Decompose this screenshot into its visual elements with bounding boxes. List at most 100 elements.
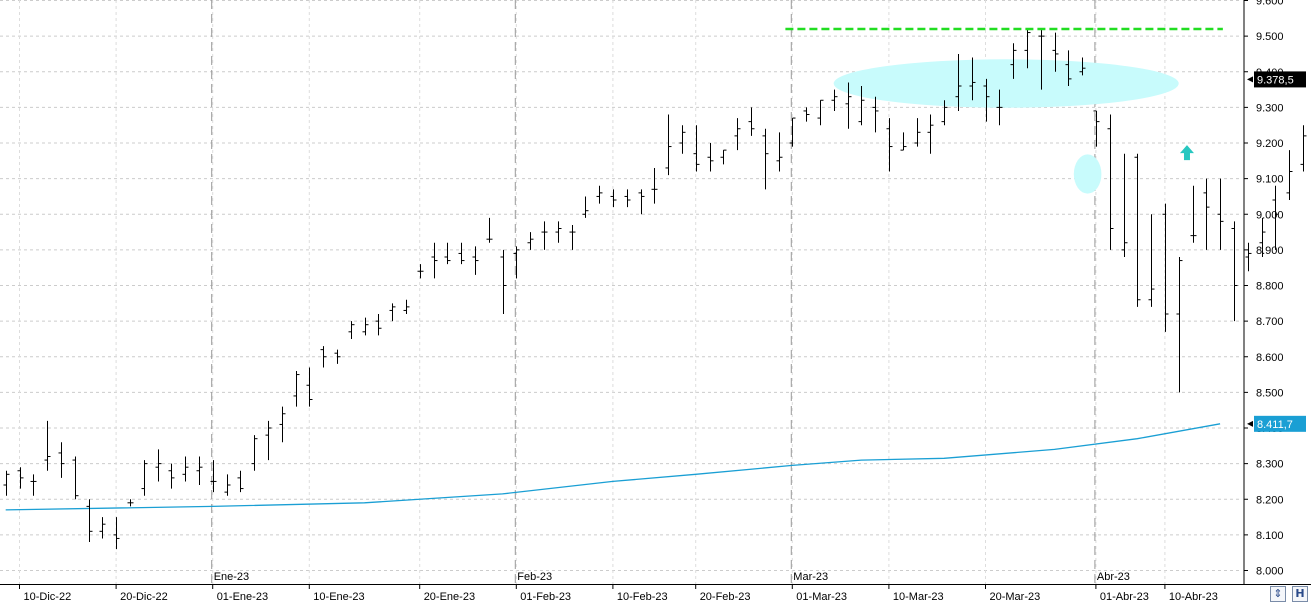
- price-bar: [996, 89, 1003, 126]
- price-bar: [224, 474, 231, 496]
- price-bar: [348, 321, 355, 339]
- price-bar: [113, 517, 120, 550]
- price-tag: 9.378,5: [1247, 71, 1306, 88]
- price-bar: [858, 86, 865, 126]
- price-bar: [86, 499, 93, 542]
- price-bar: [1259, 217, 1266, 257]
- y-tick-label: 8.900: [1256, 245, 1284, 257]
- price-bars: [3, 29, 1307, 550]
- price-tag-pointer: [1247, 76, 1253, 83]
- price-bar: [665, 114, 672, 176]
- price-bar: [720, 149, 727, 165]
- price-bar: [983, 78, 990, 122]
- price-bar: [182, 456, 189, 482]
- price-bar: [513, 246, 520, 279]
- price-tag-label: 9.378,5: [1257, 74, 1294, 86]
- price-bar: [210, 460, 217, 493]
- price-bar: [279, 406, 286, 443]
- month-label: Ene-23: [214, 571, 249, 583]
- price-bar: [569, 224, 576, 250]
- month-label: Mar-23: [793, 571, 828, 583]
- price-bar: [527, 232, 534, 250]
- price-bar: [1024, 29, 1031, 69]
- arrows-icon[interactable]: ⇕: [1270, 586, 1286, 602]
- arrow-layer: [1179, 145, 1194, 161]
- price-bar: [306, 367, 313, 407]
- price-bar: [748, 107, 755, 136]
- price-bar: [237, 470, 244, 493]
- price-bar: [1134, 153, 1141, 307]
- price-bar: [638, 189, 645, 215]
- x-tick-label: 10-Mar-23: [893, 591, 944, 603]
- y-tick-label: 8.300: [1256, 459, 1284, 471]
- price-bar: [707, 143, 714, 172]
- price-bar: [1203, 178, 1210, 250]
- y-axis-ticks: 8.0008.1008.2008.3008.4008.5008.6008.700…: [1244, 0, 1284, 578]
- price-bar: [58, 442, 65, 478]
- price-bar: [900, 132, 907, 151]
- price-bar: [610, 189, 617, 208]
- price-bar: [3, 470, 10, 496]
- price-bar: [265, 420, 272, 461]
- y-tick-label: 8.200: [1256, 494, 1284, 506]
- price-bar: [679, 125, 686, 154]
- moving-average-layer: [5, 423, 1221, 511]
- price-bar: [320, 346, 327, 368]
- price-bar: [375, 314, 382, 336]
- save-icon[interactable]: H: [1292, 586, 1308, 602]
- price-bar: [251, 435, 258, 471]
- highlight-ellipse: [833, 59, 1179, 108]
- price-bar: [941, 100, 948, 126]
- price-bar: [44, 420, 51, 471]
- y-tick-label: 8.000: [1256, 566, 1284, 578]
- price-bar: [955, 53, 962, 111]
- month-labels: Ene-23 Feb-23 Mar-23 Abr-23: [214, 571, 1130, 583]
- price-bar: [141, 460, 148, 496]
- price-bar: [293, 371, 300, 407]
- price-bar: [762, 128, 769, 190]
- moving-average-line: [5, 423, 1221, 511]
- price-bar: [486, 217, 493, 243]
- highlight-zones: [833, 59, 1179, 194]
- price-bar: [582, 196, 589, 218]
- price-tag: 8.411,7: [1247, 415, 1306, 432]
- price-tag-label: 8.411,7: [1257, 419, 1293, 431]
- price-bar: [1148, 214, 1155, 307]
- price-bar: [817, 99, 824, 126]
- price-bar: [776, 132, 783, 172]
- price-bar: [17, 467, 24, 489]
- axes: [0, 0, 1311, 585]
- price-bar: [72, 456, 79, 500]
- x-tick-label: 01-Abr-23: [1100, 591, 1149, 603]
- price-bar: [431, 242, 438, 279]
- y-tick-label: 9.300: [1256, 102, 1284, 114]
- y-tick-label: 8.700: [1256, 316, 1284, 328]
- price-bar: [417, 264, 424, 279]
- price-bar: [1093, 110, 1100, 147]
- price-bar: [1052, 32, 1059, 72]
- y-tick-label: 9.500: [1256, 31, 1284, 43]
- price-bar: [500, 249, 507, 314]
- price-bar: [403, 299, 410, 314]
- price-bar: [127, 499, 134, 507]
- price-tag-box: [1254, 415, 1306, 432]
- y-tick-label: 8.600: [1256, 352, 1284, 364]
- price-bar: [30, 474, 37, 496]
- price-tag-box: [1254, 71, 1306, 88]
- price-bar: [693, 125, 700, 172]
- price-bar: [927, 114, 934, 154]
- y-tick-label: 8.100: [1256, 530, 1284, 542]
- x-tick-label: 10-Abr-23: [1169, 591, 1218, 603]
- x-tick-label: 10-Ene-23: [313, 591, 364, 603]
- highlight-ellipse: [1073, 154, 1102, 194]
- price-bar: [472, 246, 479, 275]
- price-bar: [168, 463, 175, 489]
- price-bar: [1190, 185, 1197, 243]
- price-bar: [914, 118, 921, 147]
- price-tag-pointer: [1247, 420, 1253, 427]
- price-bar: [1231, 221, 1238, 322]
- price-bar: [872, 96, 879, 133]
- x-tick-label: 20-Dic-22: [120, 591, 168, 603]
- x-tick-label: 10-Feb-23: [617, 591, 668, 603]
